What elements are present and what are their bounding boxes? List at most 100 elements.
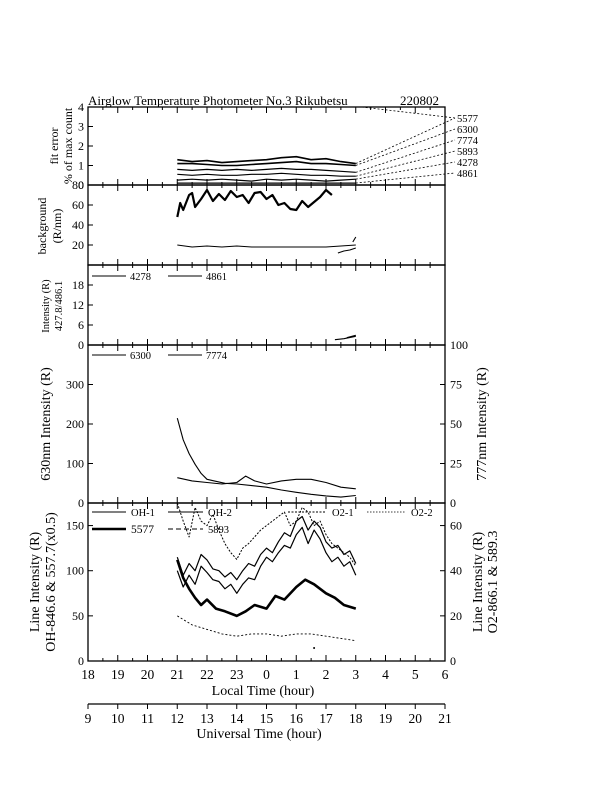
y-tick-label: 40 xyxy=(450,564,462,578)
local-time-tick: 22 xyxy=(200,667,214,682)
local-time-tick: 19 xyxy=(111,667,125,682)
panel5-y-ticks: 0 50 100 150 0 20 40 60 xyxy=(66,519,462,668)
callout-4861: 4861 xyxy=(457,169,478,180)
y-tick-label: 60 xyxy=(72,198,84,212)
y-tick-label: 6 xyxy=(78,318,84,332)
y-tick-label: 60 xyxy=(450,519,462,533)
y-tick-label: 1 xyxy=(78,159,84,173)
panel5-ylabel-right-1: Line Intensity (R) xyxy=(471,532,486,633)
y-tick-label: 0 xyxy=(78,654,84,668)
panel1-ylabel-2: % of max count xyxy=(61,107,75,184)
callout-6300: 6300 xyxy=(457,125,478,136)
series-line-5577 xyxy=(176,559,357,618)
legend-5577: 5577 xyxy=(131,524,154,536)
legend-4861: 4861 xyxy=(206,272,227,283)
ut-axis: 9 10 11 12 13 14 15 16 17 18 19 20 21 xyxy=(85,704,452,726)
y-tick-label: 4 xyxy=(78,100,84,114)
series-line-6300 xyxy=(177,160,356,167)
ut-tick: 10 xyxy=(111,711,125,726)
y-tick-label: 25 xyxy=(450,457,462,471)
panel4-y-ticks: 0 100 200 300 0 25 50 75 100 xyxy=(66,338,468,510)
ut-label: Universal Time (hour) xyxy=(196,727,322,742)
legend-5893: 5893 xyxy=(208,525,229,536)
legend-7774: 7774 xyxy=(206,351,228,362)
series-line-O2-1 xyxy=(176,502,357,567)
y-tick-label: 200 xyxy=(66,417,84,431)
series-line-7774 xyxy=(177,167,356,173)
y-tick-label: 18 xyxy=(72,278,84,292)
legend-oh1: OH-1 xyxy=(131,508,155,519)
callout-leader xyxy=(355,150,456,177)
ut-tick: 17 xyxy=(319,711,333,726)
local-time-tick: 1 xyxy=(293,667,300,682)
local-time-tick: 23 xyxy=(230,667,244,682)
y-tick-label: 0 xyxy=(78,496,84,510)
y-tick-label: 2 xyxy=(78,139,84,153)
local-time-label: Local Time (hour) xyxy=(212,684,315,699)
series-line-4278 xyxy=(334,335,356,341)
ut-tick: 11 xyxy=(141,711,154,726)
legend-o2-1: O2-1 xyxy=(332,508,354,519)
series-line-6300 xyxy=(176,417,356,498)
ut-tick: 20 xyxy=(409,711,423,726)
callout-7774: 7774 xyxy=(457,136,479,147)
callout-leader xyxy=(361,106,456,119)
y-tick-label: 20 xyxy=(72,238,84,252)
panel3-legend: 4278 4861 xyxy=(92,272,227,283)
ut-tick: 16 xyxy=(290,711,304,726)
y-tick-label: 12 xyxy=(72,298,84,312)
local-time-tick: 3 xyxy=(352,667,359,682)
series-line-5577 xyxy=(177,155,356,165)
local-time-tick: 21 xyxy=(171,667,185,682)
series-line-p2-1 xyxy=(177,244,356,248)
ut-tick: 13 xyxy=(200,711,214,726)
ut-tick: 19 xyxy=(379,711,393,726)
local-time-tick: 5 xyxy=(412,667,419,682)
series-line-5893 xyxy=(177,172,356,177)
chart-date: 220802 xyxy=(400,93,439,108)
series-line-p2-2 xyxy=(337,247,356,254)
panel5-dot xyxy=(313,647,316,649)
panel3-ylabel-1: Intensity (R) xyxy=(41,279,52,333)
y-tick-label: 20 xyxy=(450,609,462,623)
series-line-7774 xyxy=(177,475,356,490)
panel5-ylabel-left-1: Line Intensity (R) xyxy=(28,532,43,633)
panel2-ylabel-1: background xyxy=(35,198,49,255)
panel2-ylabel-2: (R/nm) xyxy=(50,209,64,244)
series-layer xyxy=(176,155,357,649)
panel4-frame xyxy=(87,344,446,504)
y-tick-label: 0 xyxy=(78,178,84,192)
y-tick-label: 0 xyxy=(450,496,456,510)
y-tick-label: 80 xyxy=(72,178,84,192)
series-line-5893 xyxy=(177,615,356,642)
panel4-ylabel-right: 777nm Intensity (R) xyxy=(475,367,490,481)
local-time-axis: 18 19 20 21 22 23 0 1 2 3 4 5 6 xyxy=(81,107,449,682)
panel3-ylabel-2: 427.8/486.1 xyxy=(54,281,65,331)
legend-6300: 6300 xyxy=(130,351,151,362)
local-time-tick: 6 xyxy=(442,667,449,682)
ut-tick: 12 xyxy=(171,711,185,726)
panel5-ylabel-right-2: O2-866.1 & 589.3 xyxy=(486,531,501,634)
series-line-OH-1 xyxy=(176,526,357,594)
legend-o2-2: O2-2 xyxy=(411,508,433,519)
y-tick-label: 100 xyxy=(450,338,468,352)
panel4-legend: 6300 7774 xyxy=(92,351,228,362)
y-tick-label: 0 xyxy=(78,338,84,352)
panel3-y-ticks: 0 6 12 18 xyxy=(72,278,93,352)
callout-leader xyxy=(355,172,456,184)
legend-4278: 4278 xyxy=(130,272,151,283)
panel5-ylabel-left-2: OH-846.6 & 557.7(x0.5) xyxy=(44,512,59,652)
local-time-tick: 20 xyxy=(141,667,155,682)
chart-title: Airglow Temperature Photometer No.3 Riku… xyxy=(88,93,348,108)
callout-leader xyxy=(355,117,456,164)
local-time-tick: 4 xyxy=(382,667,389,682)
y-tick-label: 100 xyxy=(66,457,84,471)
panel2-y-ticks: 20 40 60 80 xyxy=(72,178,93,252)
ut-tick: 9 xyxy=(85,711,92,726)
callout-5577: 5577 xyxy=(457,114,478,125)
series-line-4278 xyxy=(177,178,356,182)
y-tick-label: 50 xyxy=(450,417,462,431)
series-line-p2-0 xyxy=(176,188,333,218)
